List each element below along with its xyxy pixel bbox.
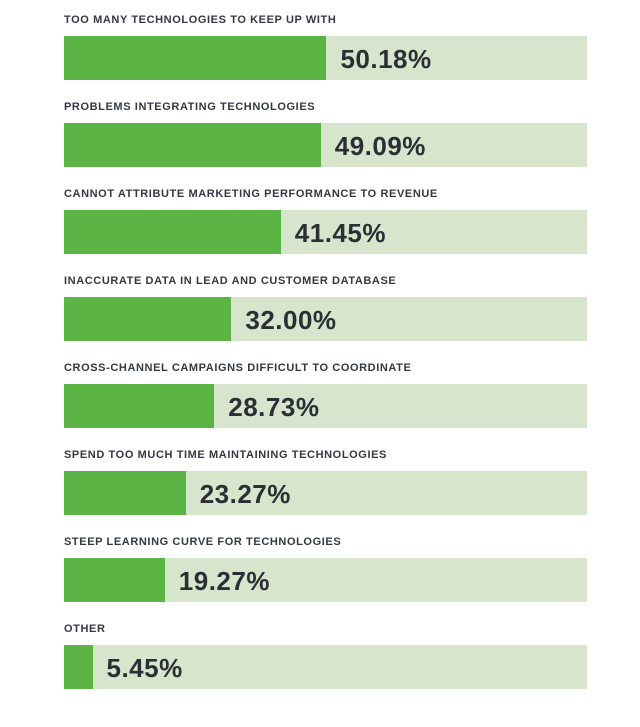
bar-row: CANNOT ATTRIBUTE MARKETING PERFORMANCE T… xyxy=(64,187,587,254)
bar-row: STEEP LEARNING CURVE FOR TECHNOLOGIES 19… xyxy=(64,535,587,602)
bar-row: INACCURATE DATA IN LEAD AND CUSTOMER DAT… xyxy=(64,274,587,341)
bar-row: CROSS-CHANNEL CAMPAIGNS DIFFICULT TO COO… xyxy=(64,361,587,428)
bar-row: OTHER 5.45% xyxy=(64,622,587,689)
value-label: 28.73% xyxy=(228,392,320,422)
bar-fill xyxy=(64,36,327,80)
value-label: 32.00% xyxy=(245,305,337,335)
category-label: TOO MANY TECHNOLOGIES TO KEEP UP WITH xyxy=(64,14,337,26)
bar-fill xyxy=(64,123,321,167)
bar-fill xyxy=(64,297,232,341)
bar-fill xyxy=(64,645,93,689)
category-label: PROBLEMS INTEGRATING TECHNOLOGIES xyxy=(64,101,316,113)
value-label: 5.45% xyxy=(106,653,183,683)
bar-row: SPEND TOO MUCH TIME MAINTAINING TECHNOLO… xyxy=(64,448,587,515)
category-label: INACCURATE DATA IN LEAD AND CUSTOMER DAT… xyxy=(64,275,397,287)
value-label: 41.45% xyxy=(294,218,386,248)
category-label: OTHER xyxy=(64,623,106,635)
bar-rows: TOO MANY TECHNOLOGIES TO KEEP UP WITH 50… xyxy=(64,13,587,689)
bar-fill xyxy=(64,471,186,515)
value-label: 23.27% xyxy=(199,479,291,509)
bar-track: 19.27% xyxy=(64,558,587,602)
bar-track: 50.18% xyxy=(64,36,587,80)
bar-track: 49.09% xyxy=(64,123,587,167)
value-label: 50.18% xyxy=(340,44,432,74)
bar-track: 41.45% xyxy=(64,210,587,254)
category-label: CROSS-CHANNEL CAMPAIGNS DIFFICULT TO COO… xyxy=(64,362,412,374)
bar-row: PROBLEMS INTEGRATING TECHNOLOGIES 49.09% xyxy=(64,100,587,167)
category-label: STEEP LEARNING CURVE FOR TECHNOLOGIES xyxy=(64,536,342,548)
bar-track: 32.00% xyxy=(64,297,587,341)
category-label: SPEND TOO MUCH TIME MAINTAINING TECHNOLO… xyxy=(64,449,387,461)
bar-track: 23.27% xyxy=(64,471,587,515)
bar-row: TOO MANY TECHNOLOGIES TO KEEP UP WITH 50… xyxy=(64,13,587,80)
bar-fill xyxy=(64,558,165,602)
value-label: 19.27% xyxy=(178,566,270,596)
bar-track: 5.45% xyxy=(64,645,587,689)
category-label: CANNOT ATTRIBUTE MARKETING PERFORMANCE T… xyxy=(64,188,438,200)
bar-fill xyxy=(64,210,281,254)
bar-chart: TOO MANY TECHNOLOGIES TO KEEP UP WITH 50… xyxy=(64,13,587,709)
bar-fill xyxy=(64,384,215,428)
bar-track: 28.73% xyxy=(64,384,587,428)
value-label: 49.09% xyxy=(334,131,426,161)
